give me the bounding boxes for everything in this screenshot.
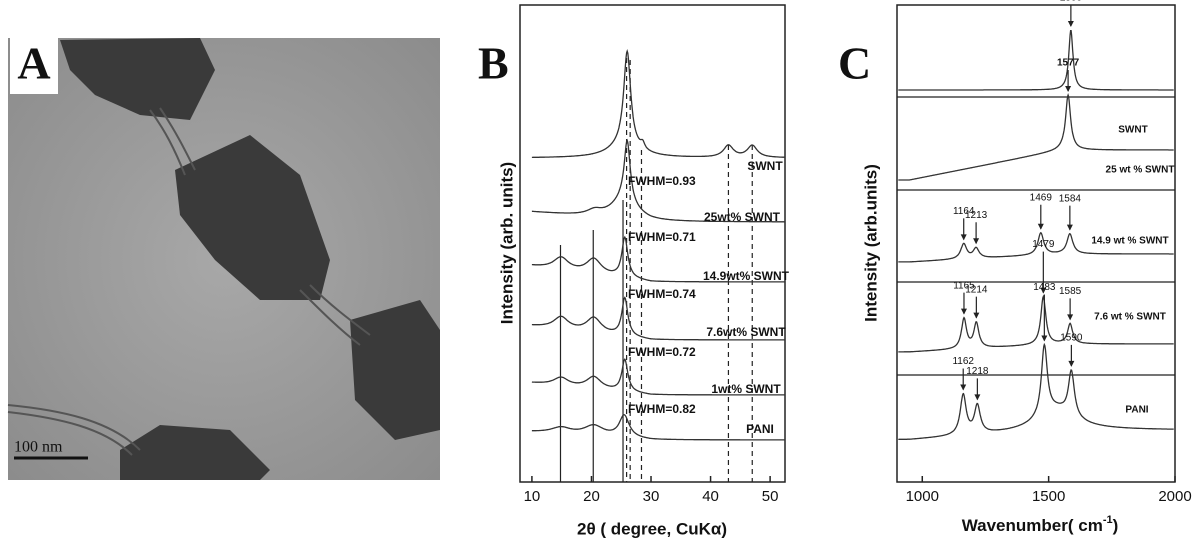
spectrum	[531, 296, 785, 341]
x-axis-label-end: )	[1113, 516, 1119, 535]
spectrum	[898, 231, 1174, 263]
spectrum	[898, 342, 1174, 441]
peak-label: 1164	[953, 206, 975, 217]
spectrum	[898, 92, 1174, 181]
peak-arrowhead	[960, 384, 967, 391]
x-tick-label: 10	[524, 488, 541, 505]
panel-label: A	[17, 38, 50, 89]
spectrum	[898, 29, 1174, 91]
separators	[897, 96, 1175, 376]
x-axis-label-text: Wavenumber( cm	[962, 516, 1103, 535]
peak-arrowhead	[1040, 287, 1047, 294]
peak-arrowhead	[973, 312, 980, 319]
peak-label: 1214	[965, 284, 988, 295]
spectrum	[531, 414, 785, 441]
peak-label: 1590	[1060, 333, 1083, 344]
peak-arrowhead	[974, 394, 981, 401]
peak-label: 1469	[1030, 192, 1053, 203]
y-axis-label: Intensity (arb.units)	[861, 164, 880, 322]
x-tick-label: 30	[643, 488, 660, 505]
spectrum	[531, 358, 785, 396]
fwhm-label: FWHM=0.93	[628, 174, 696, 188]
plot-frame	[519, 4, 786, 483]
curve-label: 14.9 wt % SWNT	[1091, 236, 1168, 247]
panel-label: C	[838, 38, 871, 89]
curve-label: PANI	[746, 422, 774, 436]
peak-label: 1584	[1059, 193, 1082, 204]
curve-label: SWNT	[747, 159, 783, 173]
x-tick-label: 50	[762, 488, 779, 505]
peak-label: 1588	[1060, 0, 1083, 4]
curve-label: 1wt% SWNT	[711, 382, 781, 396]
label-box	[10, 38, 58, 94]
peak-arrowhead	[1065, 86, 1072, 92]
peak-label: 1165	[953, 280, 975, 291]
fwhm-label: FWHM=0.72	[628, 345, 696, 359]
peak-arrowhead	[960, 234, 967, 241]
x-tick-label: 2000	[1158, 488, 1191, 505]
plot-frame	[896, 4, 1176, 483]
x-tick-label: 20	[583, 488, 600, 505]
peak-arrowhead	[1067, 21, 1074, 27]
curve-label: SWNT	[1118, 125, 1147, 136]
curve-label: 14.9wt% SWNT	[703, 269, 790, 283]
x-axis-label: Wavenumber( cm-1)	[962, 514, 1119, 536]
curve-label: 25 wt % SWNT	[1106, 165, 1175, 176]
peak-arrowhead	[1037, 223, 1044, 230]
peak-label: 1213	[965, 210, 988, 221]
spectrum	[898, 294, 1174, 353]
x-tick-label: 1500	[1032, 488, 1065, 505]
spectrum	[531, 48, 785, 159]
curve-label: PANI	[1125, 405, 1148, 416]
peak-arrowhead	[1041, 335, 1048, 342]
peak-arrowhead	[1067, 314, 1074, 321]
x-axis-label: 2θ ( degree, CuKα)	[577, 519, 727, 538]
curve-label: 7.6wt% SWNT	[706, 325, 786, 339]
x-tick-label: 40	[702, 488, 719, 505]
peak-label: 1218	[966, 366, 989, 377]
spectrum	[531, 138, 785, 223]
fwhm-label: FWHM=0.82	[628, 402, 696, 416]
peak-arrowhead	[973, 238, 980, 245]
peak-label: 1483	[1033, 282, 1056, 293]
x-axis-label-sup: -1	[1103, 514, 1113, 526]
peak-label: 1585	[1059, 286, 1082, 297]
fibers	[7, 107, 371, 456]
y-axis-label: Intensity (arb. units)	[497, 162, 516, 324]
spectrum	[531, 235, 785, 283]
panel-label: B	[478, 38, 509, 89]
scale-bar-label: 100 nm	[14, 439, 63, 456]
peak-label: 1479	[1032, 239, 1055, 250]
particles	[60, 38, 440, 480]
x-tick-label: 1000	[906, 488, 939, 505]
peak-arrowhead	[960, 308, 967, 315]
peak-label: 1577	[1057, 58, 1080, 69]
curve-label: 7.6 wt % SWNT	[1094, 312, 1166, 323]
fwhm-label: FWHM=0.71	[628, 230, 696, 244]
fwhm-label: FWHM=0.74	[628, 287, 696, 301]
peak-arrowhead	[1068, 360, 1075, 367]
curve-label: 25wt% SWNT	[704, 210, 781, 224]
peak-arrowhead	[1066, 224, 1073, 231]
peak-label: 1162	[952, 356, 974, 367]
